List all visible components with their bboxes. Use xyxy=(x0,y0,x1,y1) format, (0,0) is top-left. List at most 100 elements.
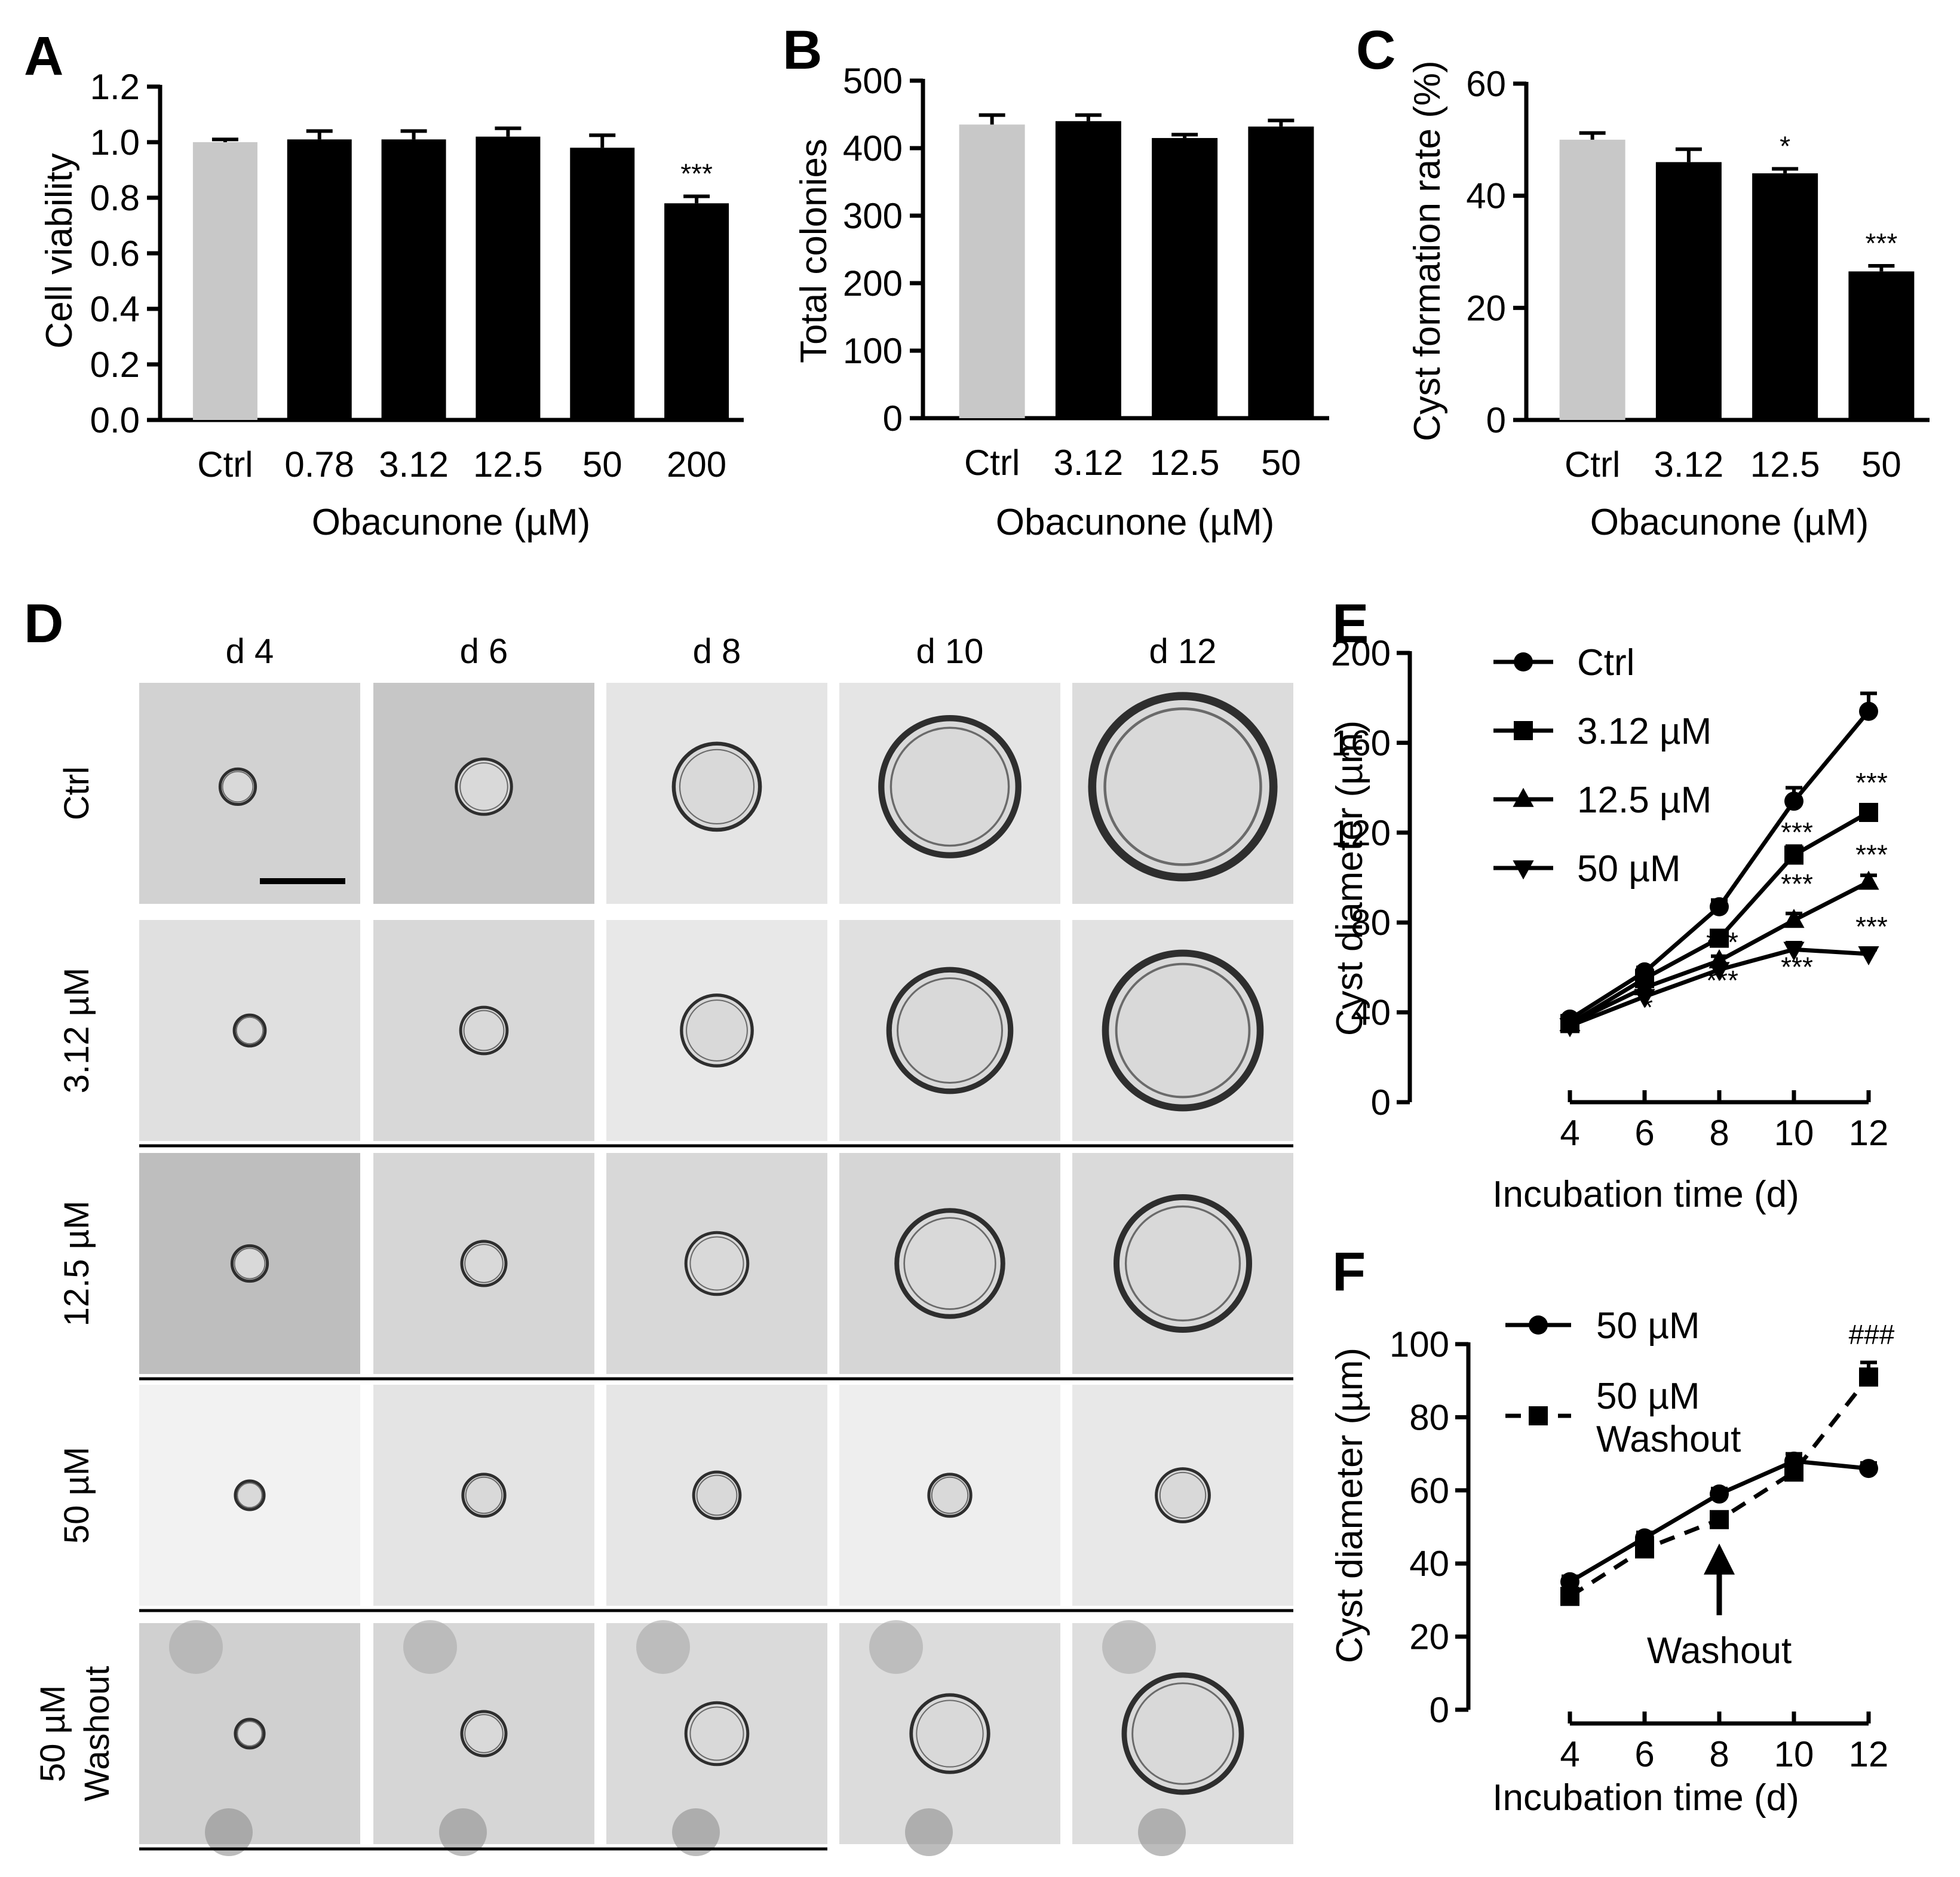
x-axis-title: Obacunone (µM) xyxy=(312,502,590,543)
cyst-inner-wall xyxy=(1131,1682,1234,1785)
y-tick-label: 0.0 xyxy=(90,400,140,440)
data-point xyxy=(1514,652,1533,671)
significance-label: * xyxy=(1780,131,1790,162)
cyst-inner-wall xyxy=(679,749,755,825)
x-tick-label: 6 xyxy=(1634,1113,1654,1153)
y-tick-label: 60 xyxy=(1409,1471,1449,1511)
day-column-label: d 4 xyxy=(226,632,274,671)
cyst-inner-wall xyxy=(889,726,1010,847)
panel-letter-c: C xyxy=(1356,20,1395,81)
y-tick-label: 200 xyxy=(843,263,903,303)
y-tick-label: 200 xyxy=(1331,633,1391,673)
data-point xyxy=(1859,1459,1878,1479)
bar xyxy=(1559,139,1625,421)
cyst-inner-wall xyxy=(1115,962,1251,1099)
cyst-inner-wall xyxy=(464,1244,504,1283)
cyst xyxy=(1121,1672,1244,1795)
cyst xyxy=(460,1240,508,1287)
y-tick-label: 120 xyxy=(1331,813,1391,853)
y-tick-label: 40 xyxy=(1466,176,1506,216)
x-tick-label: Ctrl xyxy=(964,443,1020,483)
y-tick-label: 100 xyxy=(1390,1324,1449,1364)
data-point xyxy=(1783,941,1805,961)
line-chart-cyst-diameter-washout: Cyst diameter (µm) Incubation time (d) 0… xyxy=(1329,1305,1895,1818)
cyst-inner-wall xyxy=(465,1476,503,1514)
data-point xyxy=(1514,721,1533,740)
significance-label: *** xyxy=(1781,868,1813,899)
y-tick-label: 0 xyxy=(1371,1082,1391,1122)
y-tick-label: 0.2 xyxy=(90,345,140,385)
bar xyxy=(1055,121,1121,419)
bar-chart-cell-viability: Cell viability Obacunone (µM) 0.0 0.2 0.4 0… xyxy=(39,67,744,543)
data-point xyxy=(1783,909,1805,928)
significance-label: *** xyxy=(1855,911,1888,942)
data-point xyxy=(1784,792,1803,811)
y-tick-label: 160 xyxy=(1331,723,1391,763)
cyst-inner-wall xyxy=(689,1236,744,1291)
x-tick-label: 4 xyxy=(1560,1113,1579,1153)
y-tick-label: 20 xyxy=(1409,1617,1449,1657)
cyst xyxy=(684,1701,750,1766)
bar xyxy=(476,136,541,420)
treatment-row-label: 50 µM xyxy=(33,1685,72,1782)
data-point xyxy=(1513,860,1534,880)
y-tick-label: 1.2 xyxy=(90,67,140,107)
treatment-row-label: 50 µM xyxy=(57,1447,96,1544)
blur-spot xyxy=(1138,1808,1186,1856)
y-axis-title: Cyst diameter (µm) xyxy=(1329,1348,1370,1663)
x-axis-title: Obacunone (µM) xyxy=(996,502,1274,543)
x-tick-label: 50 xyxy=(582,444,622,484)
data-point xyxy=(1710,1510,1729,1529)
panel-letter-a: A xyxy=(24,26,63,87)
legend-label: Washout xyxy=(1596,1419,1741,1460)
cyst-inner-wall xyxy=(237,1720,263,1747)
data-point xyxy=(1710,928,1729,948)
y-tick-label: 40 xyxy=(1409,1544,1449,1584)
significance-label: *** xyxy=(1706,927,1738,958)
data-point xyxy=(1560,1572,1579,1591)
y-tick-label: 0.4 xyxy=(90,289,140,329)
cyst xyxy=(886,967,1014,1094)
blur-spot xyxy=(205,1808,253,1856)
y-tick-label: 1.0 xyxy=(90,122,140,162)
data-point xyxy=(1710,897,1729,916)
cyst xyxy=(1114,1194,1252,1333)
cyst xyxy=(459,1005,509,1056)
significance-label: ### xyxy=(1849,1319,1895,1350)
cyst xyxy=(234,1479,266,1511)
data-point xyxy=(1560,1587,1579,1606)
y-axis-title: Cyst diameter (µm) xyxy=(1329,720,1370,1036)
y-tick-label: 0 xyxy=(1430,1690,1449,1730)
x-axis-title: Incubation time (d) xyxy=(1492,1174,1799,1215)
cyst-inner-wall xyxy=(903,1217,996,1310)
data-point xyxy=(1858,946,1879,966)
data-point xyxy=(1529,1315,1548,1335)
cyst-inner-wall xyxy=(696,1474,738,1516)
panel-letter-b: B xyxy=(783,20,822,81)
data-point xyxy=(1513,787,1534,807)
day-column-label: d 10 xyxy=(916,632,984,671)
blur-spot xyxy=(636,1620,690,1674)
data-point xyxy=(1635,1539,1654,1559)
y-tick-label: 300 xyxy=(843,196,903,236)
x-tick-label: 3.12 xyxy=(379,444,449,484)
x-tick-label: 12.5 xyxy=(1750,444,1820,484)
cyst-inner-wall xyxy=(222,771,254,803)
day-column-label: d 8 xyxy=(693,632,741,671)
treatment-row-label: 12.5 µM xyxy=(57,1201,96,1327)
cyst xyxy=(927,1473,973,1518)
panel-letter-f: F xyxy=(1332,1241,1366,1302)
x-tick-label: 12 xyxy=(1849,1734,1889,1774)
significance-label: *** xyxy=(1866,228,1898,259)
cyst-inner-wall xyxy=(237,1482,263,1508)
bar xyxy=(959,124,1025,418)
legend-label: 3.12 µM xyxy=(1577,711,1711,752)
cyst xyxy=(230,1244,269,1283)
x-tick-label: 10 xyxy=(1774,1734,1814,1774)
x-tick-label: 3.12 xyxy=(1654,444,1723,484)
y-tick-label: 0.6 xyxy=(90,234,140,274)
data-point xyxy=(1529,1406,1548,1425)
y-tick-label: 0 xyxy=(1486,400,1506,440)
bar xyxy=(287,139,352,420)
